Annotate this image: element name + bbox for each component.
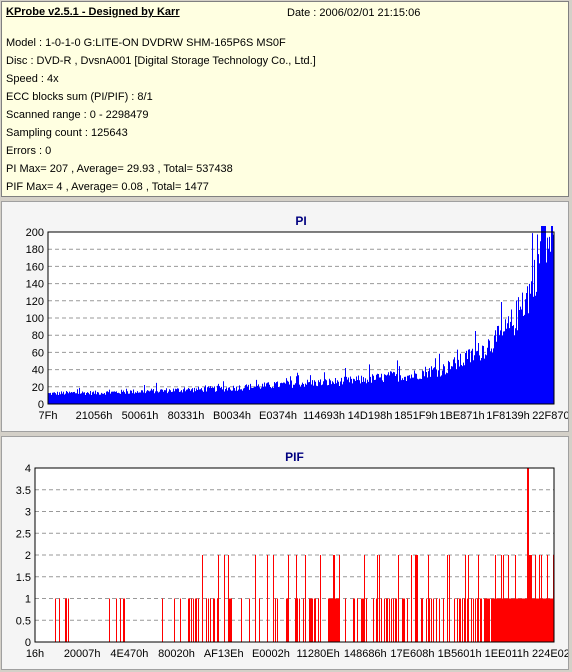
app-title: KProbe v2.5.1 - Designed by Karr (6, 6, 180, 18)
pi-chart-panel: PI 0 20 40 60 80 100 120 140 160 180 200 7Fh 21056h 50… (1, 201, 569, 432)
y-tick-label: 60 (32, 347, 44, 359)
y-tick-label: 3 (25, 507, 31, 519)
scanned-range-line: Scanned range : 0 - 2298479 (6, 109, 149, 121)
x-tick-label: 80020h (158, 648, 195, 660)
sampling-count-line: Sampling count : 125643 (6, 127, 128, 139)
x-tick-label: 17E608h (390, 648, 434, 660)
x-tick-label: E0374h (259, 410, 297, 422)
y-tick-label: 1.5 (16, 572, 31, 584)
x-tick-label: 21056h (76, 410, 113, 422)
pif-chart-panel: PIF 0 0.5 1 1.5 2 2.5 3 3.5 4 16h 20007h 4E470h 80020… (1, 436, 569, 670)
speed-line: Speed : 4x (6, 73, 59, 85)
x-tick-label: 7Fh (39, 410, 58, 422)
y-tick-label: 140 (26, 279, 44, 291)
x-tick-label: 16h (26, 648, 44, 660)
y-tick-label: 20 (32, 382, 44, 394)
x-tick-label: 50061h (122, 410, 159, 422)
y-tick-label: 40 (32, 365, 44, 377)
x-tick-label: 1B5601h (438, 648, 482, 660)
plot-border (34, 467, 555, 643)
x-tick-label: 11280Eh (296, 648, 339, 660)
y-tick-label: 180 (26, 244, 44, 256)
x-tick-label: B0034h (213, 410, 251, 422)
x-tick-label: 80331h (168, 410, 205, 422)
pif-summary-line: PIF Max= 4 , Average= 0.08 , Total= 1477 (6, 181, 209, 193)
ecc-line: ECC blocks sum (PI/PIF) : 8/1 (6, 91, 153, 103)
x-tick-label: 4E470h (110, 648, 148, 660)
plot-border (47, 231, 555, 405)
y-tick-label: 160 (26, 261, 44, 273)
x-tick-label: 14D198h (348, 410, 393, 422)
x-tick-label: 1851F9h (394, 410, 437, 422)
y-tick-label: 0.5 (16, 615, 31, 627)
y-tick-label: 0 (38, 399, 44, 411)
pif-chart: PIF 0 0.5 1 1.5 2 2.5 3 3.5 4 16h 20007h 4E470h 80020… (16, 450, 568, 660)
y-tick-label: 2 (25, 550, 31, 562)
x-tick-label: 20007h (64, 648, 101, 660)
disc-line: Disc : DVD-R , DvsnA001 [Digital Storage… (6, 55, 316, 67)
x-tick-label: 1BE871h (439, 410, 484, 422)
y-tick-label: 1 (25, 594, 31, 606)
model-line: Model : 1-0-1-0 G:LITE-ON DVDRW SHM-165P… (6, 37, 286, 49)
x-tick-label: AF13Eh (204, 648, 244, 660)
x-tick-label: 224E02h (532, 648, 568, 660)
chart-title: PIF (285, 450, 304, 464)
y-tick-label: 80 (32, 330, 44, 342)
x-tick-label: 148686h (344, 648, 387, 660)
x-tick-label: 1EE011h (485, 648, 529, 660)
scan-date: Date : 2006/02/01 21:15:06 (287, 7, 421, 19)
y-tick-label: 200 (26, 227, 44, 239)
y-tick-label: 100 (26, 313, 44, 325)
y-tick-label: 2.5 (16, 528, 31, 540)
pi-summary-line: PI Max= 207 , Average= 29.93 , Total= 53… (6, 163, 233, 175)
info-panel: KProbe v2.5.1 - Designed by Karr Date : … (1, 1, 569, 197)
y-tick-label: 3.5 (16, 485, 31, 497)
x-tick-label: 1F8139h (486, 410, 529, 422)
y-tick-label: 4 (25, 463, 31, 475)
pif-bars (55, 468, 554, 642)
pi-chart: PI 0 20 40 60 80 100 120 140 160 180 200 7Fh 21056h 50… (26, 214, 568, 422)
x-tick-label: 114693h (303, 410, 345, 422)
errors-line: Errors : 0 (6, 145, 52, 157)
y-tick-label: 120 (26, 296, 44, 308)
x-tick-label: 22F870h (532, 410, 568, 422)
y-tick-label: 0 (25, 637, 31, 649)
x-tick-label: E0002h (252, 648, 290, 660)
chart-title: PI (295, 214, 306, 228)
